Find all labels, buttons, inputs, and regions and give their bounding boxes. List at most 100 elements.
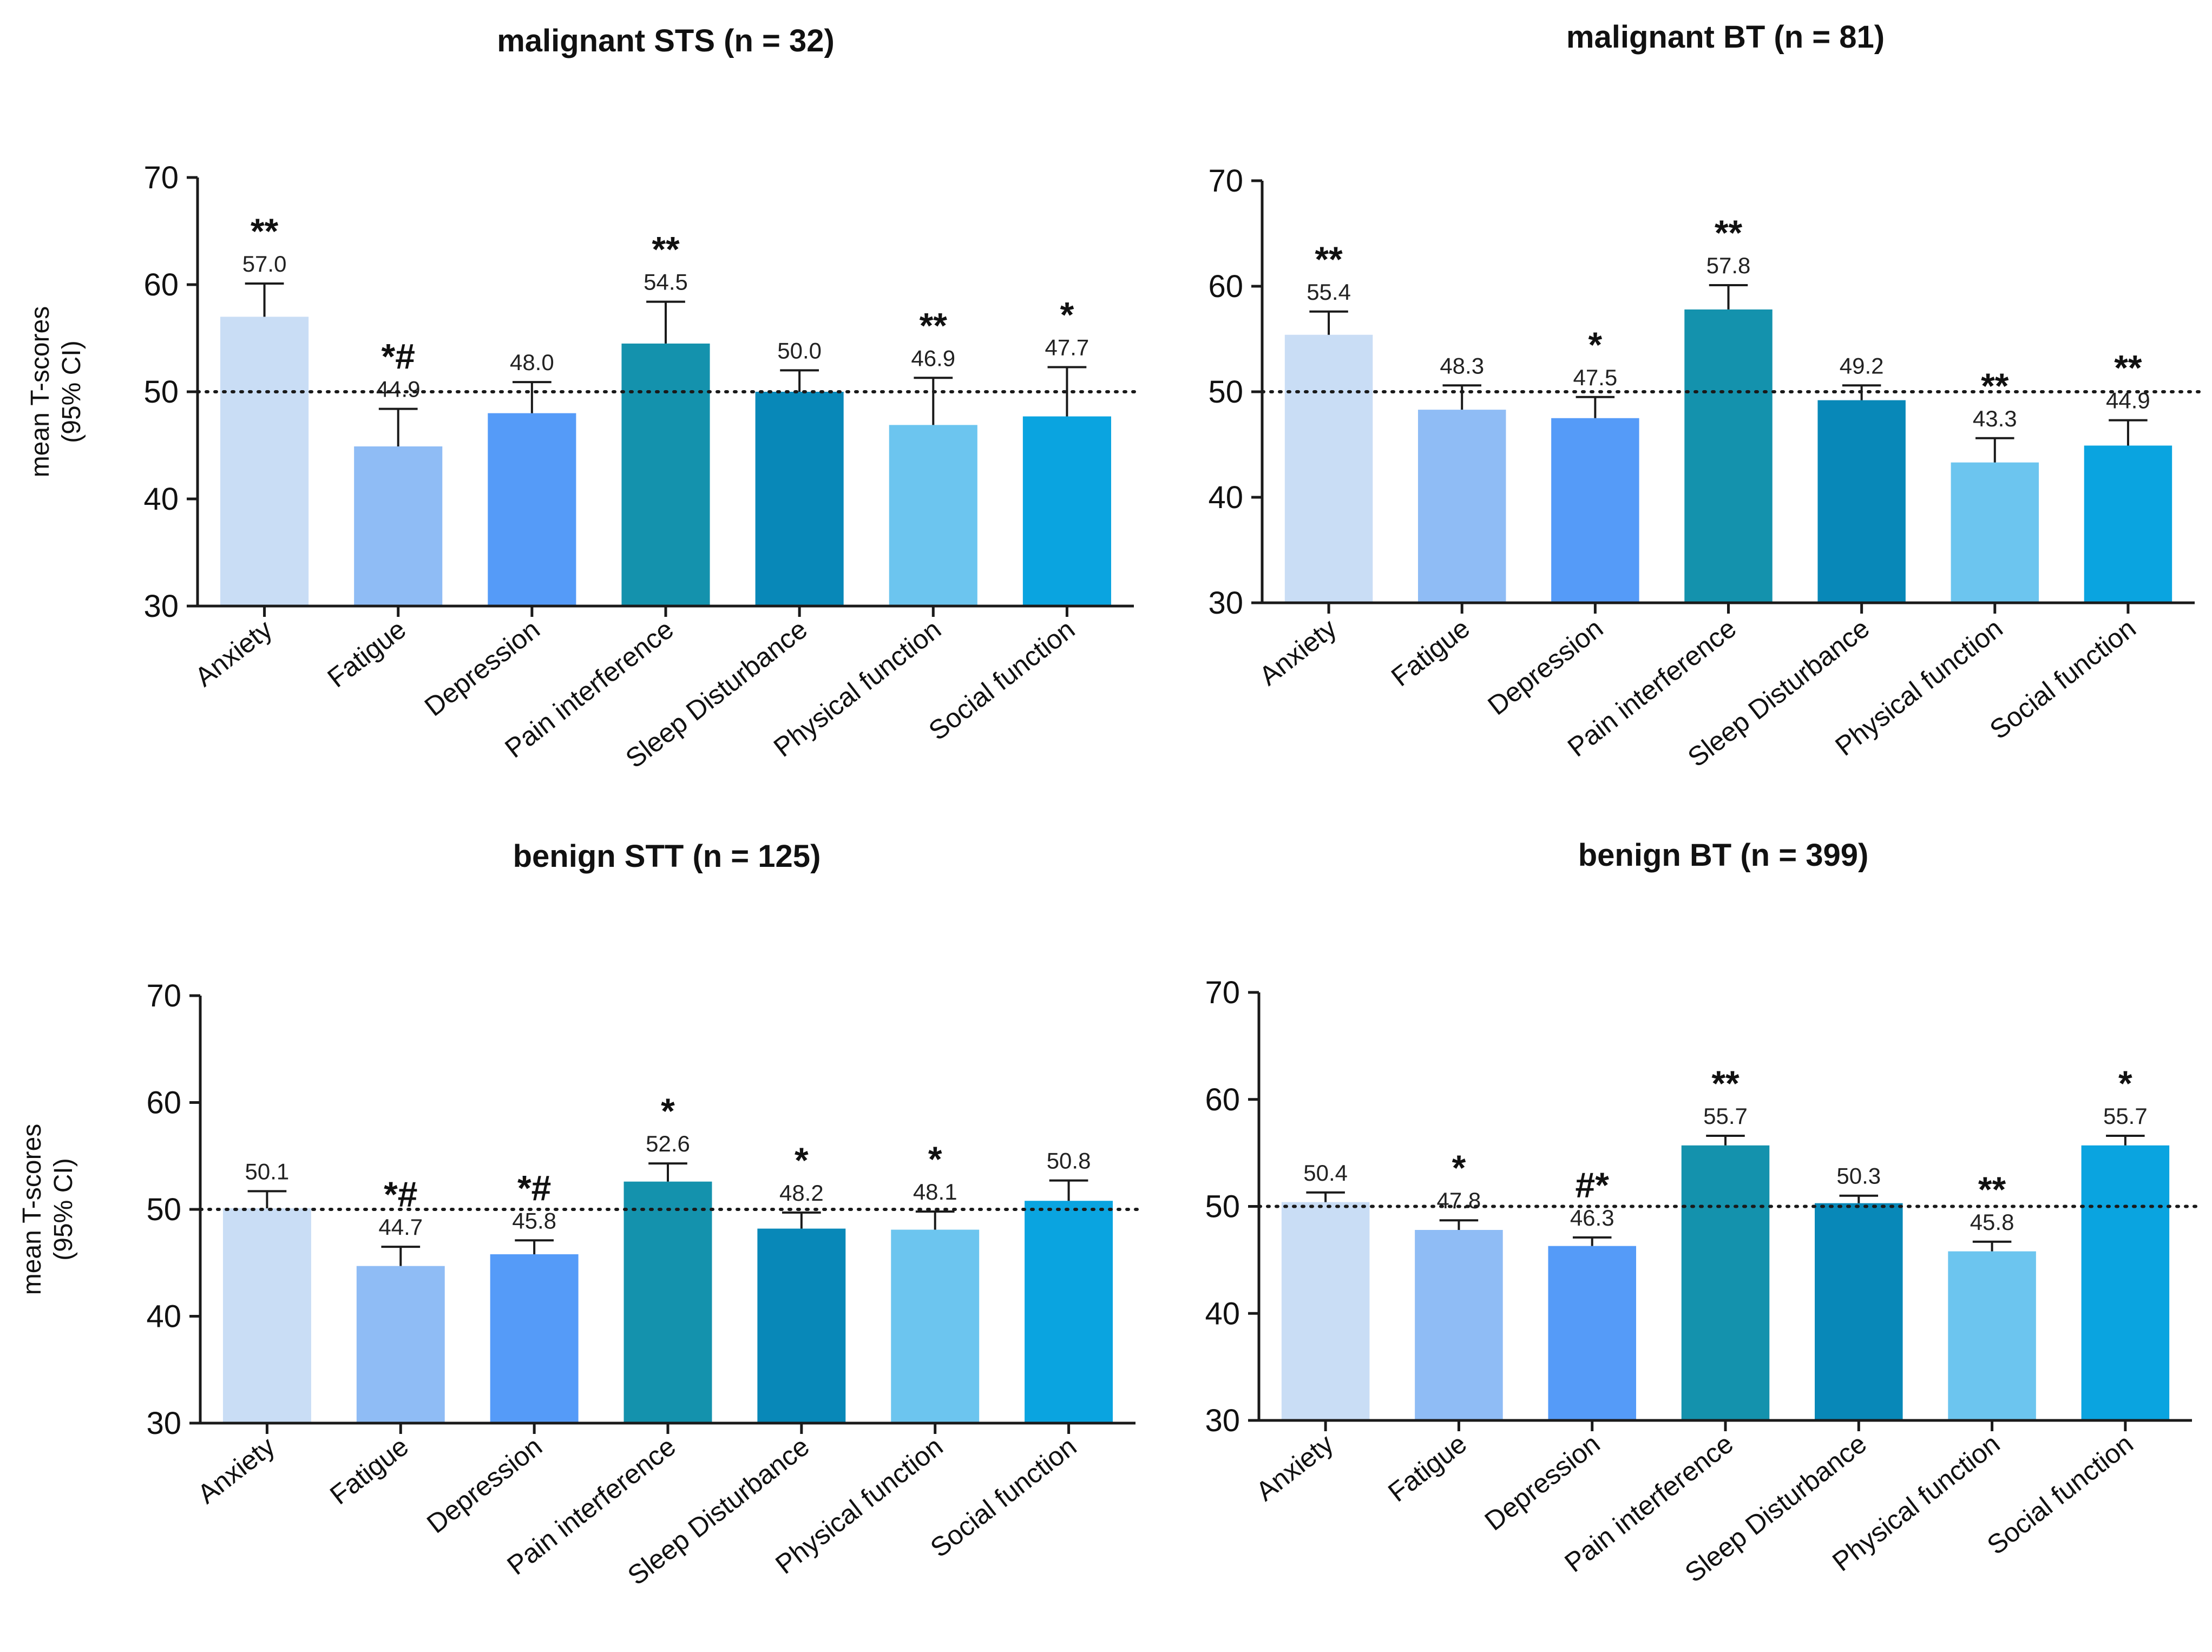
error-bar [914,377,953,425]
y-tick-label: 70 [146,978,181,1013]
error-bar [2106,1134,2145,1146]
value-label: 46.3 [1570,1205,1614,1230]
error-bar [1975,437,2014,463]
value-label: 46.9 [911,345,955,371]
chart-panel-4: benign BT (n = 399)50.447.8*46.3#*55.7**… [1205,838,2199,1588]
significance-marker: ** [1315,239,1343,279]
chart-panel-3: benign STT (n = 125) mean T-scores (95% CI… [18,839,1143,1591]
bar-anxiety [220,317,309,606]
bar-pain-interference [621,343,710,606]
x-tick-label: Fatigue [324,1431,414,1511]
value-label: 57.8 [1706,253,1751,278]
significance-marker: * [2118,1063,2132,1103]
chart-title: malignant BT (n = 81) [1566,19,1885,55]
bar-sleep-disturbance [755,392,844,606]
bar-physical-function [1948,1251,2036,1420]
bar-fatigue [356,1266,445,1423]
bar-social-function [2081,1145,2170,1420]
bar-physical-function [1951,462,2039,603]
bar-fatigue [1417,410,1506,603]
y-tick-label: 60 [1208,269,1243,304]
error-bar [512,381,552,413]
value-label: 48.1 [913,1179,957,1205]
error-bar [648,1162,687,1182]
bar-sleep-disturbance [1817,400,1906,603]
x-tick-label: Depression [1482,613,1609,721]
bar-social-function [1022,416,1111,606]
value-label: 50.0 [777,338,822,363]
value-label: 55.7 [2103,1103,2148,1129]
x-tick-label: Social function [1981,1429,2139,1561]
significance-marker: ** [1981,366,2009,406]
value-label: 57.0 [242,251,287,277]
y-tick-label: 30 [1205,1403,1240,1438]
y-axis-label: mean T-scores (95% CI) [18,1124,78,1295]
y-tick-label: 40 [146,1299,181,1334]
error-bar [1706,1134,1745,1146]
significance-marker: * [661,1091,675,1131]
value-label: 54.5 [644,269,688,295]
bar-anxiety [222,1208,311,1423]
y-tick-label: 70 [143,160,179,195]
y-tick-label: 30 [143,589,179,624]
value-label: 45.8 [1970,1209,2014,1235]
y-axis-label-line-2: (95% CI) [57,340,86,443]
x-tick-label: Anxiety [1250,1429,1339,1507]
value-label: 50.1 [245,1159,290,1184]
value-label: 47.7 [1045,334,1089,360]
value-label: 48.3 [1440,353,1484,378]
value-label: 50.4 [1303,1160,1348,1186]
value-label: 44.9 [376,377,421,402]
y-tick-label: 70 [1205,975,1240,1010]
value-label: 50.3 [1836,1163,1881,1189]
y-tick-label: 70 [1208,163,1243,199]
significance-marker: ** [1978,1169,2006,1209]
bar-anxiety [1281,1202,1370,1420]
y-axis-label-line-1: mean T-scores [18,1124,47,1295]
value-label: 50.8 [1047,1148,1091,1174]
value-label: 43.3 [1973,406,2017,431]
error-bar [1309,310,1348,335]
error-bar [1439,1219,1479,1230]
bar-sleep-disturbance [1815,1203,1903,1420]
x-tick-label: Depression [421,1431,548,1539]
value-label: 55.7 [1703,1103,1748,1129]
error-bar [780,369,819,392]
x-tick-label: Depression [419,614,546,722]
x-tick-label: Fatigue [322,614,412,694]
error-bar [378,407,418,446]
error-bar [915,1210,955,1230]
error-bar [247,1190,287,1209]
significance-marker: *# [517,1168,551,1208]
error-bar [1576,396,1615,418]
significance-marker: * [1452,1148,1466,1188]
error-bar [1572,1236,1612,1246]
error-bar [245,282,284,317]
y-tick-label: 40 [1205,1296,1240,1331]
bar-physical-function [891,1229,980,1423]
error-bar [1306,1191,1345,1202]
value-label: 52.6 [646,1131,690,1156]
x-tick-label: Fatigue [1382,1429,1472,1508]
y-tick-label: 50 [146,1192,181,1227]
significance-marker: #* [1576,1165,1610,1205]
bar-pain-interference [1684,309,1773,603]
x-tick-label: Social function [923,614,1080,746]
x-tick-label: Social function [925,1431,1082,1563]
y-tick-label: 40 [1208,480,1243,515]
error-bar [1049,1179,1088,1201]
value-label: 45.8 [512,1208,556,1233]
significance-marker: ** [251,211,279,251]
error-bar [1047,366,1087,417]
error-bar [1442,384,1481,410]
significance-marker: *# [382,337,415,377]
error-bar [1972,1240,2012,1252]
y-tick-label: 60 [1205,1082,1240,1117]
bar-fatigue [354,446,443,606]
error-bar [515,1239,554,1254]
bar-depression [1548,1246,1636,1420]
y-tick-label: 60 [146,1085,181,1121]
error-bar [2109,419,2148,446]
significance-marker: ** [920,305,948,345]
